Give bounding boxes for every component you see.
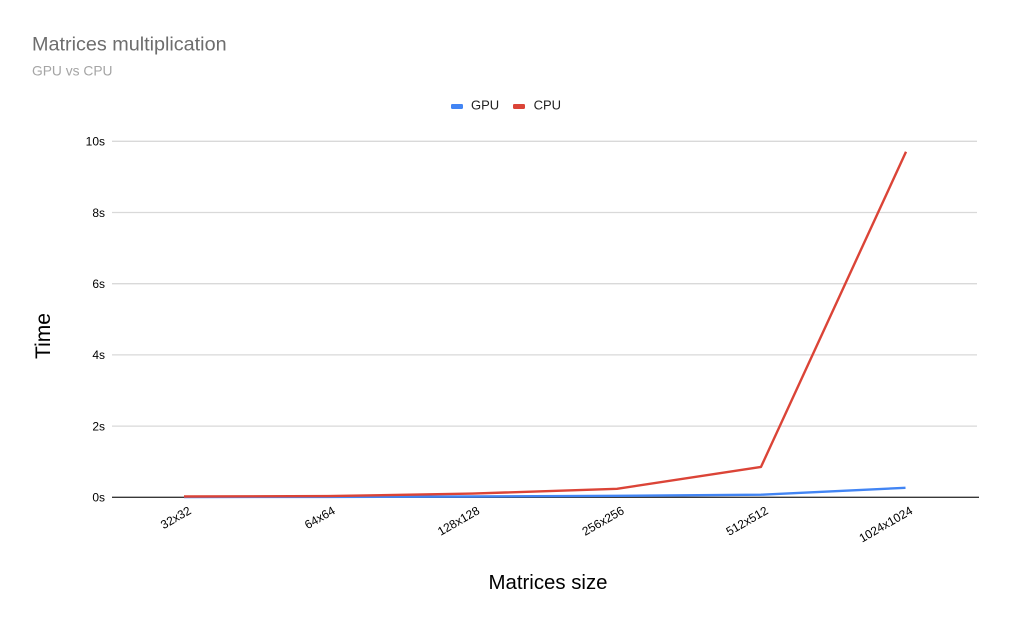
svg-text:10s: 10s [86,135,105,149]
svg-text:Time: Time [32,313,55,359]
svg-text:Matrices size: Matrices size [489,572,608,594]
svg-text:GPU vs CPU: GPU vs CPU [32,64,113,79]
svg-text:4s: 4s [92,348,105,362]
svg-text:2s: 2s [92,419,105,433]
svg-text:CPU: CPU [534,97,561,112]
svg-text:Matrices multiplication: Matrices multiplication [32,33,227,55]
svg-text:8s: 8s [92,206,105,220]
svg-text:GPU: GPU [471,97,499,112]
svg-text:6s: 6s [92,277,105,291]
svg-text:0s: 0s [92,491,105,505]
